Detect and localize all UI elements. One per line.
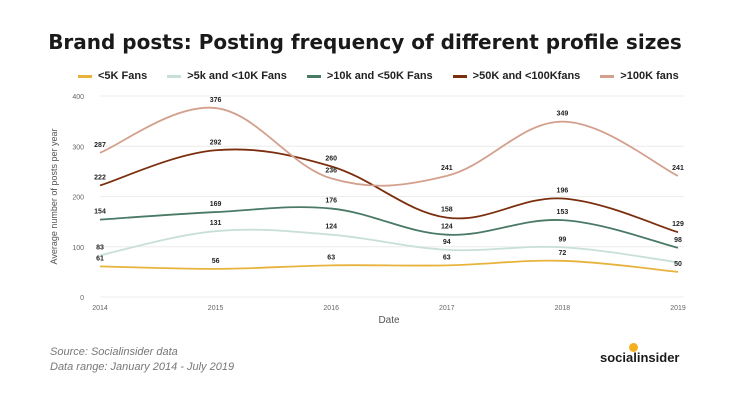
data-label: 176 [325,198,337,205]
legend-label: >10k and <50K Fans [326,70,433,82]
legend-label: <5K Fans [98,70,148,82]
series-line-3 [99,148,679,234]
data-label: 222 [94,174,106,181]
data-label: 98 [674,237,682,244]
brand-logo: socialinsider [600,350,680,365]
data-label: 196 [557,188,569,195]
x-tick-label: 2015 [208,305,224,312]
data-label: 236 [325,167,337,174]
data-label: 154 [94,209,106,216]
x-tick-label: 2017 [439,305,455,312]
data-label: 50 [674,261,682,268]
legend-label: >50K and <100Kfans [472,70,581,82]
x-tick-label: 2019 [670,305,686,312]
source-note: Source: Socialinsider data Data range: J… [50,345,234,375]
legend-swatch [452,74,467,78]
data-label: 153 [557,209,569,216]
data-label: 287 [94,142,106,149]
legend-swatch [600,74,615,78]
data-label: 63 [443,254,451,261]
legend-item-4: >100K fans [600,70,679,82]
data-label: 63 [327,254,335,261]
legend-item-1: >5k and <10K Fans [167,70,287,82]
legend-swatch [78,74,92,78]
legend: <5K Fans >5k and <10K Fans >10k and <50K F… [78,70,698,82]
y-tick-label: 200 [72,195,84,202]
data-label: 292 [210,139,222,146]
y-tick-label: 400 [72,94,84,101]
x-tick-label: 2016 [323,305,339,312]
x-tick-label: 2014 [92,305,108,312]
data-label: 241 [672,165,684,172]
data-label: 56 [212,258,220,265]
series-line-4 [99,106,679,187]
legend-label: >100K fans [620,70,679,82]
data-range-text: Data range: January 2014 - July 2019 [50,361,235,373]
y-tick-label: 300 [72,144,84,151]
series-line-0 [99,259,679,273]
legend-item-0: <5K Fans [78,70,147,82]
data-label: 260 [325,155,337,162]
data-label: 169 [210,201,222,208]
series-line-2 [99,206,679,249]
legend-label: >5k and <10K Fans [187,70,287,82]
data-label: 94 [443,239,451,246]
data-label: 158 [441,207,453,214]
series-line-1 [99,228,679,264]
data-label: 124 [325,224,337,231]
data-label: 241 [441,165,453,172]
data-label: 349 [557,111,569,118]
legend-item-2: >10k and <50K Fans [306,70,433,82]
chart-title: Brand posts: Posting frequency of differ… [48,30,682,54]
data-label: 99 [559,236,567,243]
data-label: 376 [210,97,222,104]
y-tick-label: 100 [72,245,84,252]
x-tick-label: 2018 [555,305,571,312]
data-label: 131 [210,220,222,227]
x-axis-label: Date [378,315,400,326]
data-label: 124 [441,224,453,231]
legend-swatch [167,74,182,78]
source-text: Source: Socialinsider data [50,346,178,358]
legend-item-3: >50K and <100Kfans [452,70,581,82]
y-axis-label: Average number of posts per year [49,129,59,265]
data-label: 83 [96,244,104,251]
data-label: 129 [672,221,684,228]
legend-swatch [306,74,321,78]
data-label: 61 [96,255,104,262]
y-tick-label: 0 [80,295,84,302]
data-label: 72 [559,250,567,257]
brand-logo-dot [629,343,638,352]
